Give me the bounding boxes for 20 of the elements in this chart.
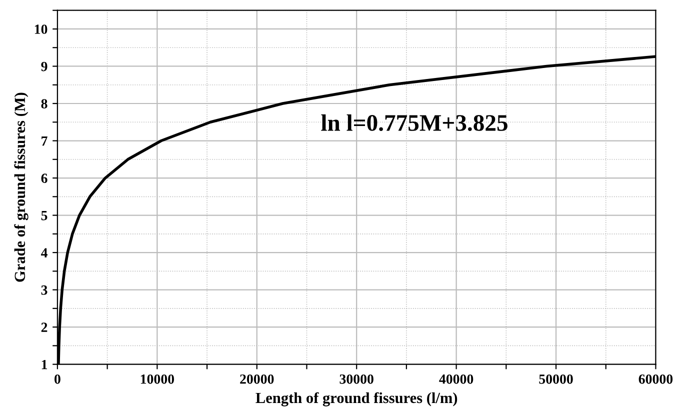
y-tick-label: 6: [41, 174, 48, 183]
x-tick-label: 60000: [638, 374, 673, 384]
y-tick-label: 2: [41, 322, 48, 332]
y-tick-label: 1: [42, 360, 48, 370]
y-tick-label: 5: [41, 211, 48, 220]
x-tick-label: 50000: [539, 374, 573, 384]
x-tick-label: 30000: [340, 374, 374, 384]
x-axis-title: Length of ground fissures (l/m): [256, 392, 458, 406]
y-tick-label: 4: [40, 248, 48, 258]
y-tick-label: 8: [41, 99, 48, 108]
y-axis-title: Grade of ground fissures (M): [14, 92, 28, 282]
y-tick-label: 3: [41, 285, 48, 295]
x-tick-label: 40000: [439, 374, 474, 384]
x-tick-label: 20000: [240, 374, 274, 384]
annotation: ln l=0.775M+3.825: [321, 114, 508, 132]
x-tick-label: 10000: [140, 374, 174, 384]
y-tick-label: 10: [34, 24, 48, 34]
y-tick-label: 7: [42, 136, 48, 146]
y-tick-label: 9: [41, 62, 48, 72]
x-tick-label: 0: [54, 374, 60, 384]
